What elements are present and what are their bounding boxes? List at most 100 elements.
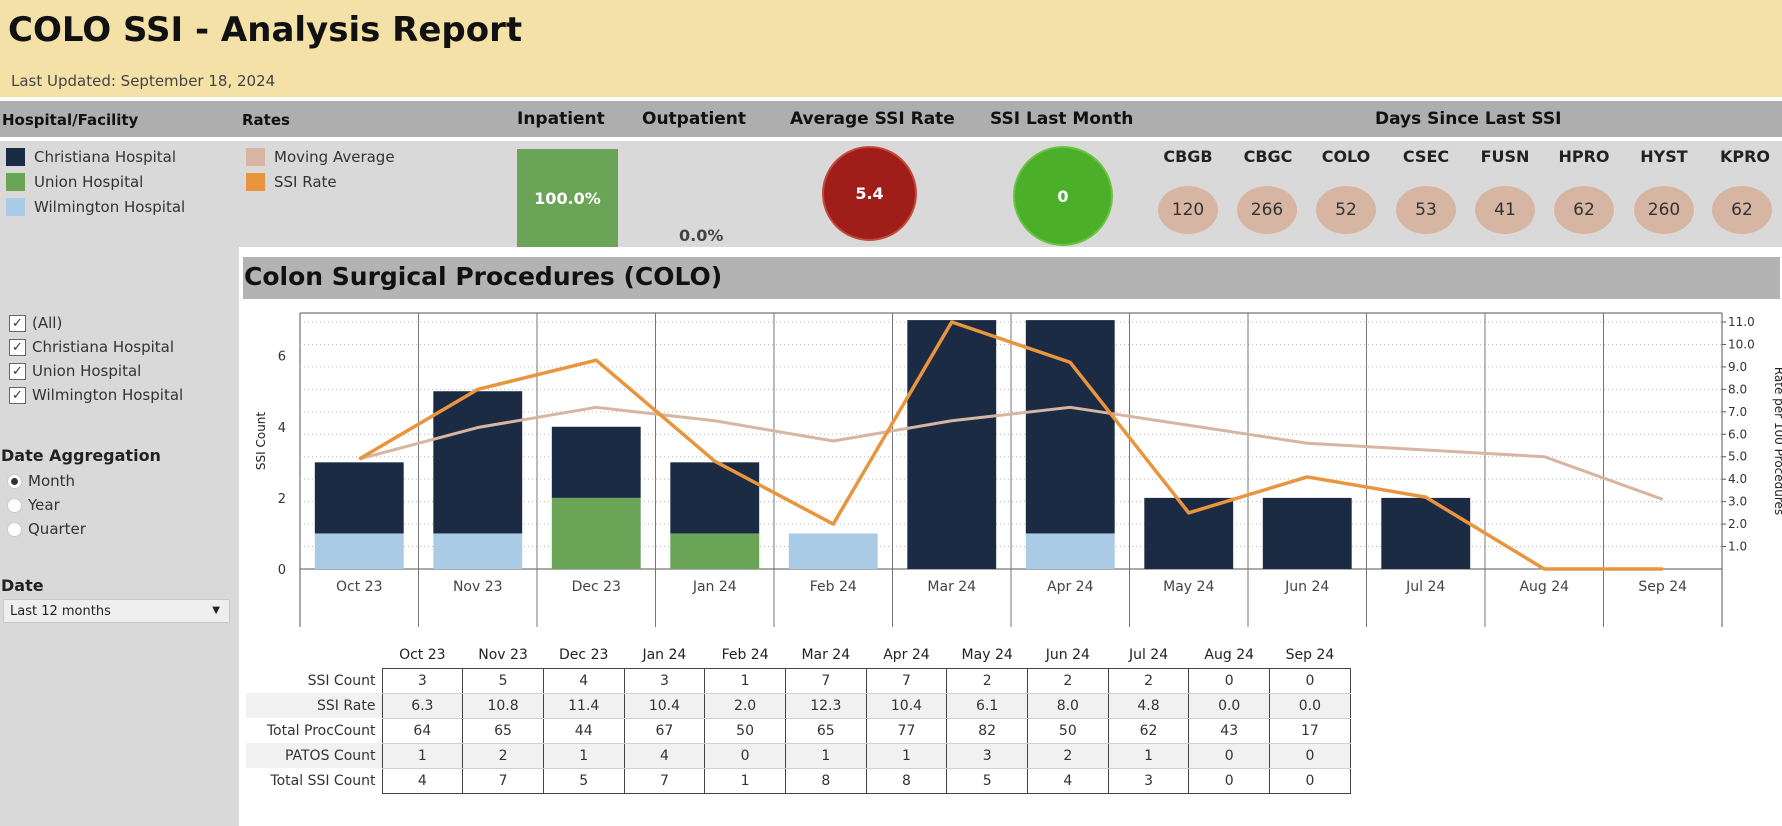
legend-swatch: [246, 173, 265, 191]
left-tick-label: 2: [278, 492, 286, 507]
ssi-last-month-value: 0: [1057, 186, 1069, 206]
proc-label-kpro: KPRO: [1719, 147, 1771, 166]
table-cell: 0: [1188, 768, 1271, 794]
proc-label-hyst: HYST: [1640, 147, 1688, 166]
legend-wilmington[interactable]: Wilmington Hospital: [6, 198, 185, 216]
row-label: Total ProcCount: [266, 722, 376, 739]
moving-average-line: [358, 405, 1664, 501]
legend-union[interactable]: Union Hospital: [6, 173, 143, 191]
ssi-chart[interactable]: 1.0 2.0 3.0 4.0 5.0 6.0 7.0 8.0 9.0 10.0 11.0 0 2 4 6 S…: [0, 0, 1782, 640]
bar-segment: [551, 426, 641, 498]
legend-label: SSI Rate: [274, 173, 337, 191]
chart-title-bar: [243, 257, 1780, 299]
legend-label: Moving Average: [274, 148, 395, 166]
radio-month[interactable]: Month: [7, 472, 75, 490]
radio-empty-icon[interactable]: [7, 497, 22, 513]
x-tick-label: May 24: [1163, 579, 1214, 595]
radio-empty-icon[interactable]: [7, 521, 22, 537]
table-cell: 3: [623, 667, 706, 694]
filter-christiana[interactable]: ✓ Christiana Hospital: [9, 338, 174, 356]
table-cell: 4: [623, 743, 706, 769]
bar-segment: [907, 320, 997, 569]
checkbox-checked-icon[interactable]: ✓: [9, 314, 26, 332]
days-circle-cbgc[interactable]: 266: [1237, 186, 1297, 234]
radio-label: Year: [28, 496, 60, 514]
inpatient-value: 100.0%: [534, 188, 601, 208]
right-tick-label: 9.0: [1728, 360, 1747, 374]
inpatient-header: Inpatient: [517, 109, 605, 129]
filter-union[interactable]: ✓ Union Hospital: [9, 362, 141, 380]
table-cell: 67: [623, 718, 706, 744]
table-cell: 44: [542, 718, 625, 744]
x-tick-label: Apr 24: [1047, 579, 1094, 595]
table-row-total-proccount: Total ProcCount 64 65 44 67 50 65 77 82 …: [246, 718, 1351, 744]
days-circle-fusn[interactable]: 41: [1475, 186, 1535, 234]
legend-christiana[interactable]: Christiana Hospital: [6, 148, 176, 166]
legend-ssi-rate[interactable]: SSI Rate: [246, 173, 337, 191]
bar-segment: [670, 533, 760, 569]
x-tick-label: Nov 23: [453, 579, 503, 595]
radio-year[interactable]: Year: [7, 496, 60, 514]
days-circle-csec[interactable]: 53: [1396, 186, 1456, 234]
table-cell: 1: [865, 743, 948, 769]
table-col-header: May 24: [961, 647, 1013, 664]
dropdown-arrow-icon: ▼: [212, 605, 220, 616]
table-cell: 10.8: [462, 693, 544, 719]
days-circle-hyst[interactable]: 260: [1634, 186, 1694, 234]
bar-segment: [551, 497, 641, 569]
right-tick-label: 3.0: [1728, 495, 1747, 509]
table-cell: 0: [1188, 667, 1271, 694]
table-cell: 7: [462, 768, 544, 794]
days-circle-cbgb[interactable]: 120: [1158, 186, 1218, 234]
table-col-header: Feb 24: [721, 647, 769, 664]
ssi-last-month-circle[interactable]: 0: [1013, 146, 1113, 246]
table-cell: 2.0: [704, 693, 786, 719]
table-cell: 8.0: [1027, 693, 1109, 719]
date-range-value: Last 12 months: [10, 604, 111, 619]
days-circle-hpro[interactable]: 62: [1554, 186, 1614, 234]
table-cell: 0: [1269, 667, 1351, 694]
x-tick-label: Oct 23: [336, 579, 382, 595]
x-tick-label: Jun 24: [1284, 579, 1329, 595]
filter-all[interactable]: ✓ (All): [9, 314, 62, 332]
legend-swatch: [6, 148, 25, 166]
filter-wilmington[interactable]: ✓ Wilmington Hospital: [9, 386, 183, 404]
table-cell: 5: [462, 667, 544, 694]
date-label: Date: [1, 576, 44, 595]
y-axis-title: SSI Count: [254, 412, 268, 471]
bar-segment: [670, 462, 760, 534]
avg-ssi-rate-circle[interactable]: 5.4: [822, 146, 917, 241]
inpatient-bar[interactable]: 100.0%: [517, 149, 618, 247]
table-cell: 0.0: [1269, 693, 1351, 719]
legend-moving-average[interactable]: Moving Average: [246, 148, 395, 166]
legend-swatch: [6, 173, 25, 191]
table-cell: 8: [865, 768, 948, 794]
table-corner: [246, 643, 382, 668]
chart-title: Colon Surgical Procedures (COLO): [244, 262, 723, 291]
table-cell: 0: [704, 743, 786, 769]
ssi-last-month-header: SSI Last Month: [990, 109, 1134, 129]
table-cell: 10.4: [865, 693, 948, 719]
table-cell: 3: [946, 743, 1028, 769]
table-col-header: Jul 24: [1128, 647, 1169, 664]
right-tick-label: 4.0: [1728, 472, 1747, 486]
date-range-select[interactable]: Last 12 months ▼: [3, 599, 230, 623]
table-cell: 6.1: [946, 693, 1028, 719]
checkbox-checked-icon[interactable]: ✓: [9, 338, 26, 356]
days-circle-kpro[interactable]: 62: [1712, 186, 1772, 234]
row-label: Total SSI Count: [270, 772, 376, 789]
radio-quarter[interactable]: Quarter: [7, 520, 86, 538]
days-circle-colo[interactable]: 52: [1316, 186, 1376, 234]
table-cell: 0: [1188, 743, 1271, 769]
checkbox-checked-icon[interactable]: ✓: [9, 362, 26, 380]
bar-segment: [314, 462, 404, 534]
table-cell: 3: [1107, 768, 1190, 794]
table-cell: 0.0: [1188, 693, 1271, 719]
ssi-rate-line: [358, 320, 1663, 571]
radio-selected-icon[interactable]: [7, 473, 22, 489]
checkbox-checked-icon[interactable]: ✓: [9, 386, 26, 404]
x-tick-label: Dec 23: [572, 579, 621, 595]
table-cell: 77: [865, 718, 948, 744]
bar-segment: [1262, 497, 1352, 569]
x-tick-label: Jul 24: [1405, 579, 1445, 595]
